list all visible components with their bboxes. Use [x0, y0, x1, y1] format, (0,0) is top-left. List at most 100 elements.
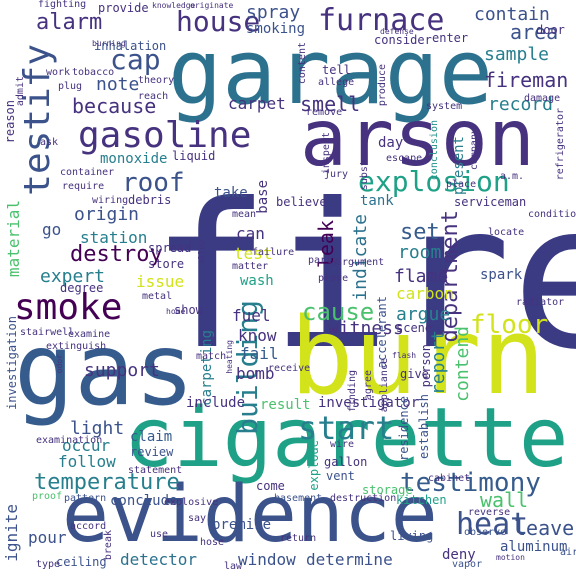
word-air: air: [560, 547, 576, 558]
word-home: home: [166, 307, 186, 316]
word-escape: escape: [386, 153, 423, 164]
word-extinguish: extinguish: [46, 341, 107, 352]
word-liquid: liquid: [172, 149, 216, 163]
word-smoking: smoking: [246, 21, 306, 37]
word-house: house: [176, 5, 261, 38]
word-material: material: [4, 200, 23, 278]
word-admit: admit: [15, 76, 26, 107]
word-vent: vent: [326, 469, 355, 483]
word-refrigerator: refrigerator: [555, 108, 566, 181]
word-explosion: explosion: [358, 165, 510, 198]
word-degree: degree: [60, 281, 104, 295]
word-station: station: [80, 228, 148, 247]
word-law: law: [224, 561, 243, 572]
word-flash: flash: [392, 351, 417, 360]
word-party: party: [308, 255, 339, 266]
word-plug: plug: [58, 81, 83, 92]
word-carbon: carbon: [396, 284, 454, 303]
word-carpet: carpet: [228, 94, 286, 113]
word-damage: damage: [524, 93, 561, 104]
word-container: container: [60, 167, 115, 178]
word-flame: flame: [394, 266, 449, 287]
word-consider: consider: [374, 33, 432, 47]
word-store: store: [148, 257, 185, 271]
word-place: place: [446, 179, 477, 190]
word-argue: argue: [396, 304, 451, 325]
word-window: window: [238, 550, 296, 569]
word-conclude: conclude: [110, 493, 178, 509]
word-accord: accord: [70, 521, 107, 532]
word-knowledge: knowledge: [152, 1, 196, 10]
word-pour: pour: [28, 528, 67, 547]
word-base: base: [255, 180, 271, 214]
word-living: living: [390, 529, 434, 543]
word-spark: spark: [480, 267, 523, 283]
word-show: show: [174, 303, 203, 317]
word-record: record: [488, 94, 554, 115]
word-spray: spray: [246, 2, 301, 23]
word-smoke: smoke: [14, 287, 123, 328]
word-ignite: ignite: [2, 504, 21, 562]
word-condition: condition: [528, 209, 576, 220]
word-allow: allow: [197, 240, 206, 265]
word-argument: argument: [336, 257, 385, 268]
word-furnace: furnace: [318, 3, 445, 38]
word-proof: proof: [32, 491, 63, 502]
word-explosive: explosive: [164, 497, 219, 508]
word-investigator: investigator: [318, 395, 420, 411]
word-radiator: radiator: [516, 297, 565, 308]
word-ceiling: ceiling: [56, 555, 107, 569]
word-start: start: [298, 409, 395, 447]
word-believe: believe: [276, 195, 327, 209]
word-a.m.: a.m.: [500, 171, 525, 182]
word-witness: witness: [328, 318, 404, 339]
word-metal: metal: [142, 291, 173, 302]
word-conclusion: conclusion: [429, 120, 440, 181]
word-failure: failure: [252, 247, 295, 258]
word-claim: claim: [130, 429, 173, 445]
word-can: can: [236, 224, 265, 243]
word-destruction: destruction: [330, 493, 397, 504]
word-test: test: [234, 244, 273, 263]
word-fire: fire: [150, 161, 576, 394]
word-jury: jury: [324, 169, 349, 180]
word-finding: finding: [347, 370, 358, 413]
word-storage: storage: [362, 483, 413, 497]
word-day: day: [378, 135, 404, 151]
word-go: go: [42, 220, 62, 239]
word-detector: detector: [120, 550, 198, 569]
word-pattern: pattern: [64, 493, 107, 504]
word-give: give: [400, 367, 429, 381]
word-arson: arson: [300, 94, 535, 184]
word-inhalation: inhalation: [94, 39, 167, 53]
word-cap: cap: [110, 43, 161, 76]
word-wash: wash: [240, 273, 274, 289]
word-follow: follow: [58, 452, 116, 471]
word-originate: originate: [190, 1, 234, 10]
word-receive: receive: [268, 363, 311, 374]
word-agree: agree: [363, 370, 374, 401]
word-expert: expert: [40, 266, 106, 287]
word-because: because: [72, 94, 157, 118]
word-occur: occur: [62, 436, 111, 455]
word-light: light: [70, 418, 125, 439]
word-monoxide: monoxide: [100, 151, 168, 167]
word-cause: cause: [302, 298, 375, 326]
word-work: work: [46, 67, 71, 78]
word-fuel: fuel: [232, 306, 271, 325]
word-support: support: [84, 360, 160, 381]
word-take: take: [214, 185, 248, 201]
word-destroy: destroy: [70, 242, 163, 267]
word-room: room: [398, 242, 442, 263]
word-substance: substance: [359, 136, 370, 191]
word-kitchen: kitchen: [396, 493, 447, 507]
word-note: note: [96, 74, 140, 95]
word-contend: contend: [452, 326, 473, 402]
word-tell: tell: [322, 63, 351, 77]
word-temperature: temperature: [34, 470, 180, 495]
word-deny: deny: [442, 547, 476, 563]
word-garage: garage: [168, 20, 494, 125]
word-review: review: [130, 445, 174, 459]
word-fireman: fireman: [484, 68, 569, 92]
